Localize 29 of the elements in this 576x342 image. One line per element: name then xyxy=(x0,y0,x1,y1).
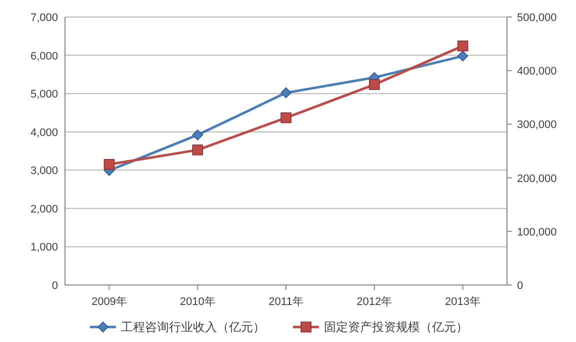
y-tick-label: 7,000 xyxy=(30,12,58,24)
x-tick-label: 2012年 xyxy=(356,296,392,308)
y-tick-label: 4,000 xyxy=(30,126,58,139)
x-tick-label: 2010年 xyxy=(180,296,216,308)
y-tick-label: 3,000 xyxy=(30,165,58,178)
legend-label: 固定资产投资规模（亿元） xyxy=(324,320,468,334)
y-tick-label: 5,000 xyxy=(30,88,58,101)
point xyxy=(192,144,203,156)
x-tick-label: 2013年 xyxy=(445,296,481,308)
y2-tick-label: 200,000 xyxy=(517,172,557,185)
y2-tick-label: 400,000 xyxy=(517,66,557,78)
point xyxy=(104,159,115,170)
y2-tick-label: 300,000 xyxy=(517,119,557,132)
point xyxy=(457,50,468,62)
point xyxy=(192,130,203,140)
x-tick-label: 2009年 xyxy=(91,296,127,308)
y-tick-label: 0 xyxy=(52,280,58,292)
point xyxy=(369,79,380,90)
legend-label: 工程咨询行业收入（亿元） xyxy=(121,320,265,334)
point xyxy=(457,40,468,52)
point xyxy=(280,87,292,98)
y2-tick-label: 500,000 xyxy=(517,12,557,24)
y-tick-label: 1,000 xyxy=(30,242,58,254)
y-tick-label: 6,000 xyxy=(30,50,58,62)
y2-tick-label: 0 xyxy=(517,280,524,292)
point xyxy=(280,112,292,124)
x-tick-label: 2011年 xyxy=(268,296,304,308)
y-tick-label: 2,000 xyxy=(30,203,58,216)
y2-tick-label: 100,000 xyxy=(517,226,557,238)
